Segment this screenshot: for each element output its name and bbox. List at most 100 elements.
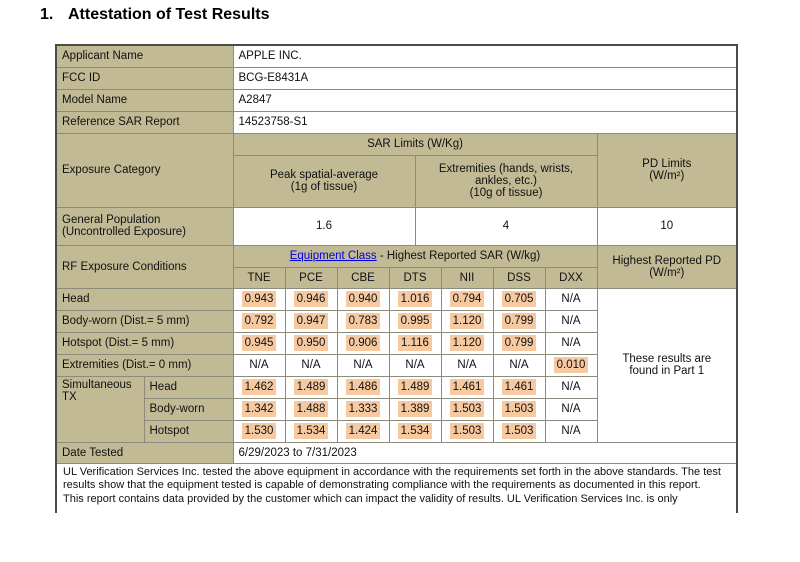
section-title-text: Attestation of Test Results — [68, 6, 270, 23]
sar-value: 1.534 — [388, 419, 442, 443]
sar-value: 1.461 — [440, 375, 494, 399]
row-equipment-class-columns: TNE PCE CBE DTS NII DSS DXX — [56, 266, 737, 289]
column-header-cbe: CBE — [336, 266, 390, 289]
head-label: Head — [55, 287, 234, 311]
sar-value: 1.016 — [388, 287, 442, 311]
sar-value: 0.799 — [492, 309, 546, 333]
sar-value: N/A — [544, 287, 598, 311]
equipment-class-link[interactable]: Equipment Class — [289, 250, 377, 262]
pd-limits-header: PD Limits (W/m²) — [596, 132, 738, 208]
column-header-pce: PCE — [284, 266, 338, 289]
sar-value: 1.503 — [440, 419, 494, 443]
applicant-name-value: APPLE INC. — [232, 44, 738, 68]
sar-value: 1.461 — [492, 375, 546, 399]
sar-value: 1.489 — [388, 375, 442, 399]
sar-value: 1.120 — [440, 331, 494, 355]
sar-value: N/A — [544, 397, 598, 421]
row-head: Head 0.943 0.946 0.940 1.016 0.794 0.705… — [55, 287, 738, 443]
extremities-limit-value: 4 — [414, 206, 598, 246]
sar-value: 1.462 — [232, 375, 286, 399]
sar-value: 1.116 — [388, 331, 442, 355]
pd-limit-value: 10 — [596, 206, 738, 246]
attestation-table: Applicant Name APPLE INC. FCC ID BCG-E84… — [55, 44, 739, 513]
row-sar-limits-header: Exposure Category SAR Limits (W/Kg) PD L… — [55, 132, 738, 208]
row-attestation-statement: UL Verification Services Inc. tested the… — [55, 462, 738, 513]
fcc-id-value: BCG-E8431A — [232, 66, 738, 90]
equipment-class-header-text: - Highest Reported SAR (W/kg) — [376, 250, 541, 262]
sar-value: N/A — [544, 375, 598, 399]
sar-value: 1.488 — [284, 397, 338, 421]
peak-limit-value: 1.6 — [232, 206, 416, 246]
equipment-class-header: Equipment Class - Highest Reported SAR (… — [232, 244, 598, 268]
sar-value: 0.950 — [284, 331, 338, 355]
column-header-nii: NII — [440, 266, 494, 289]
section-title: 1. Attestation of Test Results — [40, 6, 270, 24]
sar-value: 1.534 — [284, 419, 338, 443]
sar-value: N/A — [232, 353, 286, 377]
row-fcc-id: FCC ID BCG-E8431A — [55, 66, 738, 90]
peak-spatial-average-header: Peak spatial-average (1g of tissue) — [232, 154, 416, 208]
row-model-name: Model Name A2847 — [55, 88, 738, 112]
reference-sar-report-value: 14523758-S1 — [232, 110, 738, 134]
hotspot-label: Hotspot (Dist.= 5 mm) — [55, 331, 234, 355]
sar-value: 1.503 — [440, 397, 494, 421]
body-worn-label: Body-worn (Dist.= 5 mm) — [55, 309, 234, 333]
date-tested-label: Date Tested — [55, 441, 234, 464]
sar-value: N/A — [544, 419, 598, 443]
sar-value: N/A — [492, 353, 546, 377]
model-name-label: Model Name — [55, 88, 234, 112]
extremities-label: Extremities (Dist.= 0 mm) — [55, 353, 234, 377]
sar-value: 1.120 — [440, 309, 494, 333]
row-equipment-class-header: RF Exposure Conditions Equipment Class -… — [55, 244, 738, 289]
date-tested-value: 6/29/2023 to 7/31/2023 — [232, 441, 738, 464]
sar-value: N/A — [440, 353, 494, 377]
sim-body-worn-label: Body-worn — [143, 397, 234, 421]
reference-sar-report-label: Reference SAR Report — [55, 110, 234, 134]
sar-value: 1.342 — [232, 397, 286, 421]
sar-value: 1.486 — [336, 375, 390, 399]
sim-hotspot-label: Hotspot — [143, 419, 234, 443]
clipped-heading-remnant: Attestation of Test Results — [103, 0, 523, 5]
column-header-dts: DTS — [388, 266, 442, 289]
sar-value: N/A — [284, 353, 338, 377]
sar-value: 0.943 — [232, 287, 286, 311]
attestation-paragraph-1: UL Verification Services Inc. tested the… — [63, 465, 721, 492]
sar-value: 0.946 — [284, 287, 338, 311]
sar-value: 1.333 — [336, 397, 390, 421]
fcc-id-label: FCC ID — [55, 66, 234, 90]
sar-value: 0.794 — [440, 287, 494, 311]
sar-value: 0.947 — [284, 309, 338, 333]
simultaneous-tx-label: Simultaneous TX — [55, 375, 145, 443]
sar-value: 0.010 — [544, 353, 598, 377]
sar-value: 1.503 — [492, 397, 546, 421]
sar-value: N/A — [544, 309, 598, 333]
sar-value: 0.995 — [388, 309, 442, 333]
attestation-paragraph-2: This report contains data provided by th… — [63, 492, 678, 505]
sar-value: N/A — [388, 353, 442, 377]
extremities-header: Extremities (hands, wrists, ankles, etc.… — [414, 154, 598, 208]
row-reference-sar-report: Reference SAR Report 14523758-S1 — [55, 110, 738, 134]
rf-exposure-conditions-label: RF Exposure Conditions — [55, 244, 234, 289]
column-header-dss: DSS — [492, 266, 546, 289]
sar-value: 1.503 — [492, 419, 546, 443]
applicant-name-label: Applicant Name — [55, 44, 234, 68]
highest-reported-pd-header: Highest Reported PD (W/m²) — [596, 244, 738, 289]
model-name-value: A2847 — [232, 88, 738, 112]
sar-value: 1.389 — [388, 397, 442, 421]
attestation-table-wrapper: Applicant Name APPLE INC. FCC ID BCG-E84… — [55, 44, 739, 513]
sar-value: 0.792 — [232, 309, 286, 333]
row-hotspot: Hotspot (Dist.= 5 mm) 0.945 0.950 0.906 … — [55, 331, 737, 355]
sar-limits-header: SAR Limits (W/Kg) — [232, 132, 598, 156]
sar-value: 0.799 — [492, 331, 546, 355]
row-limit-subheaders: Peak spatial-average (1g of tissue) Extr… — [56, 154, 737, 208]
attestation-statement: UL Verification Services Inc. tested the… — [55, 462, 738, 513]
row-simultaneous-tx-hotspot: Hotspot 1.530 1.534 1.424 1.534 1.503 1.… — [56, 419, 737, 443]
section-number: 1. — [40, 6, 54, 23]
sar-value: 0.945 — [232, 331, 286, 355]
general-population-label: General Population (Uncontrolled Exposur… — [55, 206, 234, 246]
sar-value: N/A — [544, 331, 598, 355]
sar-value: 0.783 — [336, 309, 390, 333]
sar-value: 0.705 — [492, 287, 546, 311]
column-header-dxx: DXX — [544, 266, 598, 289]
sar-value: 1.424 — [336, 419, 390, 443]
